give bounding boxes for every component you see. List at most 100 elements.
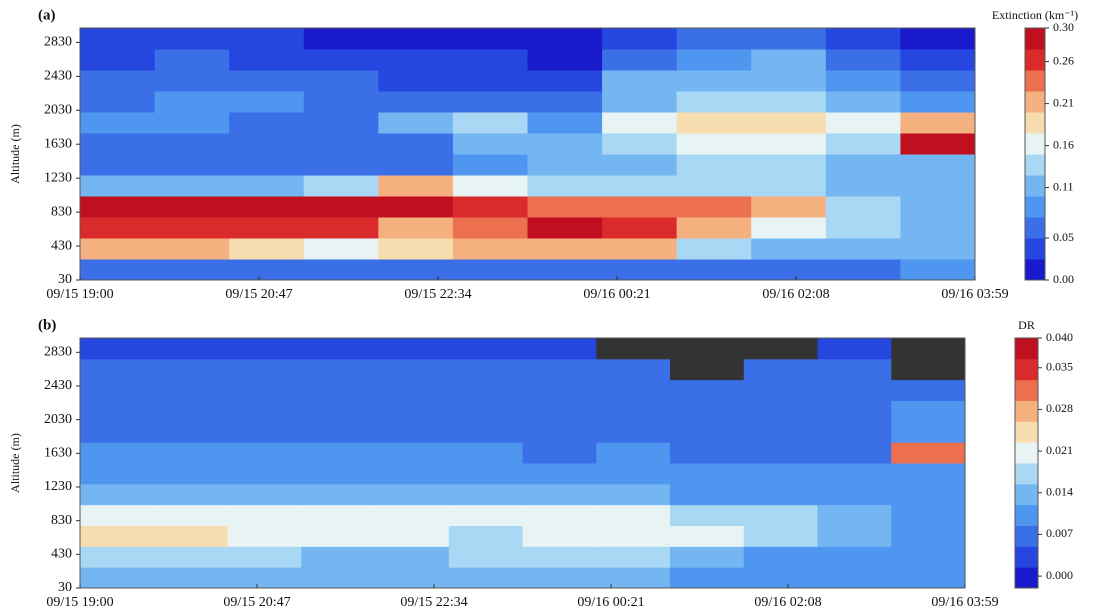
heatmap-cell — [378, 70, 454, 92]
heatmap-cell — [817, 546, 892, 568]
colorbar-tick-label: 0.028 — [1046, 401, 1073, 415]
colorbar-segment — [1025, 91, 1045, 113]
heatmap-cell — [602, 133, 678, 155]
heatmap-cell — [670, 338, 745, 360]
y-tick-label: 30 — [58, 272, 72, 287]
heatmap-cell — [751, 91, 827, 113]
heatmap-cell — [527, 238, 603, 260]
heatmap-cell — [154, 70, 230, 92]
colorbar-frame — [1024, 27, 1046, 281]
heatmap-cell — [825, 259, 901, 281]
heatmap-cell — [602, 91, 678, 113]
heatmap-cell — [670, 358, 745, 381]
colorbar-tick-label: 0.16 — [1053, 137, 1074, 151]
heatmap-cell — [229, 70, 305, 92]
heatmap-cell — [602, 259, 678, 281]
heatmap-cell — [817, 483, 892, 506]
heatmap-cell — [303, 91, 379, 113]
x-tick-label: 09/15 22:34 — [400, 595, 467, 610]
heatmap-cell — [448, 442, 523, 464]
y-tick-label: 30 — [58, 580, 72, 595]
heatmap-cell — [596, 546, 671, 568]
heatmap-cell — [751, 112, 827, 134]
heatmap-cell — [229, 49, 305, 71]
colorbar-segment — [1015, 379, 1038, 401]
heatmap-cell — [825, 112, 901, 134]
y-tick-label: 430 — [51, 238, 72, 253]
colorbar-tick-label: 0.007 — [1046, 526, 1073, 540]
heatmap-cell — [825, 154, 901, 176]
heatmap-cell — [375, 379, 450, 401]
heatmap-cell — [825, 70, 901, 92]
heatmap-cell — [743, 421, 818, 443]
heatmap-cell — [676, 91, 752, 113]
heatmap-cell — [751, 175, 827, 197]
heatmap-cell — [596, 379, 671, 401]
heatmap-cell — [670, 546, 745, 568]
heatmap-cell — [80, 91, 156, 113]
heatmap-cell — [596, 504, 671, 526]
heatmap-cell — [602, 28, 678, 50]
heatmap-cell — [154, 133, 230, 155]
heatmap-cell — [891, 463, 966, 485]
heatmap-cell — [743, 358, 818, 381]
heatmap-cell — [676, 238, 752, 260]
heatmap-cell — [676, 196, 752, 218]
heatmap-cell — [522, 338, 597, 360]
heatmap-cell — [153, 546, 228, 568]
heatmap-cell — [891, 567, 966, 589]
heatmap-cell — [303, 133, 379, 155]
heatmap-cell — [378, 112, 454, 134]
heatmap-cell — [527, 175, 603, 197]
heatmap-cell — [676, 259, 752, 281]
heatmap-cell — [751, 196, 827, 218]
heatmap-cell — [227, 400, 302, 422]
heatmap-cell — [817, 463, 892, 485]
heatmap-cell — [602, 112, 678, 134]
heatmap-cell — [80, 175, 156, 197]
y-tick-label: 2030 — [44, 412, 72, 427]
heatmap-cell — [227, 442, 302, 464]
heatmap-cell — [229, 91, 305, 113]
colorbar-segment — [1025, 49, 1045, 71]
colorbar-segment — [1025, 217, 1045, 239]
x-tick-label: 09/16 02:08 — [762, 287, 829, 302]
heatmap-cell — [227, 358, 302, 381]
heatmap-cell — [80, 546, 155, 568]
y-tick-label: 1230 — [44, 170, 72, 185]
heatmap-cell — [153, 338, 228, 360]
colorbar-segment — [1025, 238, 1045, 260]
heatmap-cell — [80, 133, 156, 155]
heatmap-cell — [227, 546, 302, 568]
heatmap-cell — [227, 525, 302, 547]
heatmap-cell — [80, 70, 156, 92]
heatmap-cell — [301, 358, 376, 381]
colorbar-segment — [1015, 483, 1038, 506]
heatmap-cell — [751, 49, 827, 71]
x-tick-label: 09/16 03:59 — [931, 595, 998, 610]
heatmap-cell — [676, 112, 752, 134]
heatmap-cell — [596, 338, 671, 360]
heatmap-cell — [891, 400, 966, 422]
heatmap-cell — [80, 483, 155, 506]
heatmap-cell — [900, 175, 976, 197]
heatmap-cell — [153, 525, 228, 547]
heatmap-cell — [751, 133, 827, 155]
heatmap-cell — [378, 133, 454, 155]
heatmap-cell — [900, 112, 976, 134]
heatmap-cell — [676, 49, 752, 71]
heatmap-cell — [670, 442, 745, 464]
heatmap-cell — [596, 525, 671, 547]
heatmap-cell — [602, 49, 678, 71]
heatmap-cell — [378, 49, 454, 71]
heatmap-cell — [301, 504, 376, 526]
heatmap-cell — [900, 259, 976, 281]
heatmap-cell — [375, 504, 450, 526]
heatmap-cell — [80, 358, 155, 381]
colorbar-segment — [1015, 546, 1038, 568]
heatmap-cell — [527, 217, 603, 239]
colorbar-segment — [1015, 525, 1038, 547]
heatmap-cell — [602, 154, 678, 176]
heatmap-cell — [522, 525, 597, 547]
